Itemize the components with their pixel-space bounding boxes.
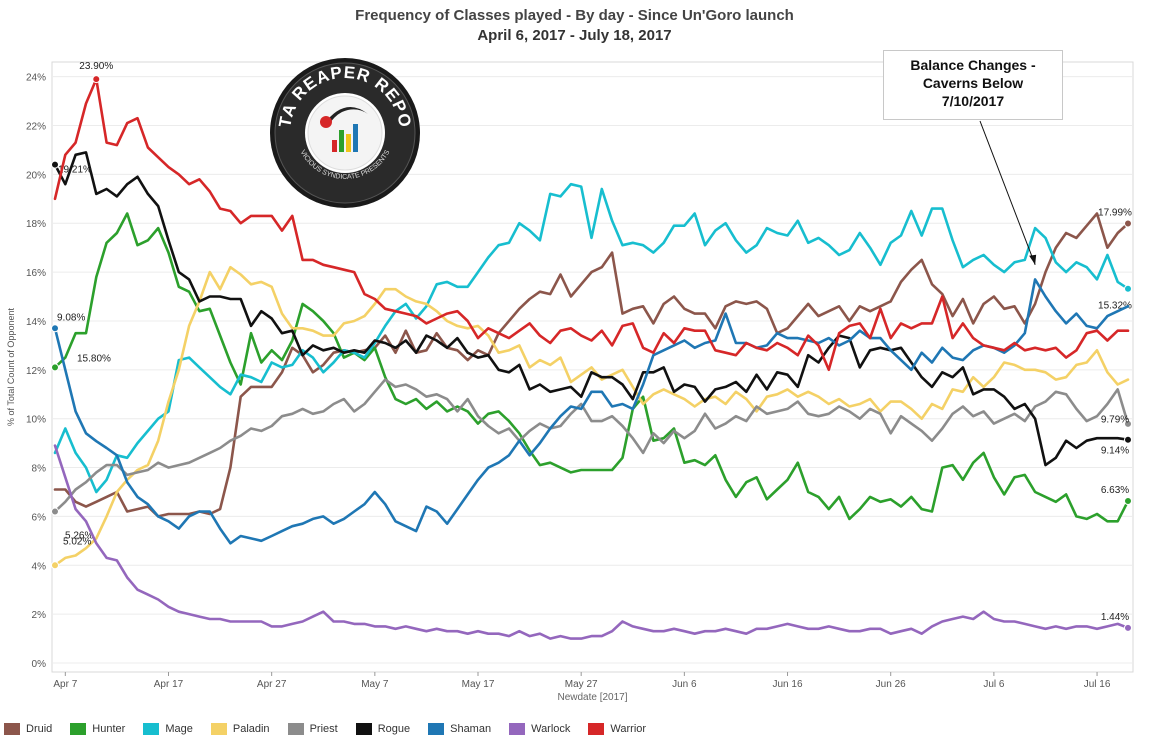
chart-subtitle: April 6, 2017 - July 18, 2017 bbox=[477, 27, 672, 44]
legend-item-priest: Priest bbox=[287, 723, 338, 735]
x-tick-label: Jul 16 bbox=[1084, 679, 1111, 690]
legend-item-hunter: Hunter bbox=[70, 723, 125, 735]
series-line-mage bbox=[53, 182, 1130, 494]
data-label-rogue: 19.21% bbox=[58, 165, 92, 176]
y-tick-label: 12% bbox=[26, 366, 46, 377]
series-line-paladin bbox=[53, 265, 1130, 567]
legend-item-warrior: Warrior bbox=[588, 723, 646, 735]
legend-swatch bbox=[509, 723, 526, 735]
legend-swatch bbox=[4, 723, 20, 735]
data-label-druid: 17.99% bbox=[1098, 207, 1132, 218]
legend-swatch bbox=[210, 723, 227, 735]
legend-item-shaman: Shaman bbox=[428, 723, 491, 735]
data-point-hunter bbox=[51, 363, 59, 372]
legend-label: Priest bbox=[309, 723, 338, 735]
y-tick-label: 10% bbox=[26, 415, 46, 426]
y-tick-label: 24% bbox=[26, 73, 46, 84]
y-tick-label: 0% bbox=[32, 659, 47, 670]
x-tick-label: Jul 6 bbox=[983, 679, 1005, 690]
data-reaper-logo: DATA REAPER REPORT VICIOUS SYNDICATE PRE… bbox=[261, 41, 422, 210]
data-point-mage bbox=[1124, 284, 1132, 293]
legend-label: Warlock bbox=[531, 723, 571, 735]
x-tick-label: Apr 17 bbox=[154, 679, 184, 690]
data-point-priest bbox=[1124, 419, 1132, 428]
legend-label: Shaman bbox=[450, 723, 492, 735]
data-point-warrior bbox=[92, 75, 101, 84]
data-label-mage: 15.32% bbox=[1098, 301, 1132, 312]
annotation-line-2: Caverns Below bbox=[922, 75, 1024, 91]
data-label-warlock: 1.44% bbox=[1101, 612, 1129, 623]
logo-seal: DATA REAPER REPORT VICIOUS SYNDICATE PRE… bbox=[261, 41, 420, 208]
data-label-warrior: 23.90% bbox=[79, 61, 113, 72]
annotation-line-3: 7/10/2017 bbox=[941, 93, 1005, 109]
series-line-priest bbox=[53, 378, 1130, 513]
x-tick-label: Jun 26 bbox=[876, 679, 906, 690]
legend-item-paladin: Paladin bbox=[210, 723, 270, 735]
x-tick-label: Apr 27 bbox=[257, 679, 287, 690]
legend-swatch bbox=[70, 723, 87, 735]
chart-title-block: Frequency of Classes played - By day - S… bbox=[0, 6, 1149, 46]
y-tick-label: 6% bbox=[32, 512, 47, 523]
chart-title: Frequency of Classes played - By day - S… bbox=[355, 7, 794, 24]
data-label-hunter: 6.63% bbox=[1101, 485, 1129, 496]
legend-label: Hunter bbox=[92, 723, 126, 735]
x-tick-label: Apr 7 bbox=[53, 679, 77, 690]
x-axis-label: Newdate [2017] bbox=[557, 692, 627, 703]
annotation-arrow-line bbox=[979, 120, 1036, 265]
data-label-hunter: 15.80% bbox=[77, 353, 111, 364]
series-line-warlock bbox=[53, 444, 1130, 640]
data-label-paladin: 5.02% bbox=[63, 536, 91, 547]
data-point-rogue bbox=[1124, 435, 1132, 444]
y-tick-label: 16% bbox=[26, 268, 46, 279]
balance-change-annotation: Balance Changes - Caverns Below 7/10/201… bbox=[883, 50, 1063, 120]
data-point-warlock bbox=[1124, 623, 1132, 632]
y-tick-label: 2% bbox=[32, 610, 47, 621]
x-tick-label: May 7 bbox=[361, 679, 389, 690]
data-point-hunter bbox=[1124, 497, 1132, 506]
legend-swatch bbox=[588, 723, 605, 735]
annotation-arrow-head bbox=[1029, 254, 1037, 265]
legend-item-mage: Mage bbox=[143, 723, 193, 735]
data-point-shaman bbox=[51, 324, 59, 333]
data-label-priest: 5.26% bbox=[65, 530, 93, 541]
data-point-rogue bbox=[51, 160, 59, 169]
y-tick-label: 22% bbox=[26, 122, 46, 133]
series-line-rogue bbox=[53, 151, 1130, 467]
y-tick-label: 20% bbox=[26, 170, 46, 181]
y-tick-label: 18% bbox=[26, 219, 46, 230]
series-line-shaman bbox=[53, 278, 1130, 545]
data-label-shaman: 9.08% bbox=[57, 312, 85, 323]
data-label-priest: 9.79% bbox=[1101, 415, 1129, 426]
y-tick-label: 4% bbox=[32, 561, 47, 572]
legend-swatch bbox=[355, 723, 372, 735]
legend-swatch bbox=[287, 723, 304, 735]
legend-label: Warrior bbox=[610, 723, 647, 735]
data-point-paladin bbox=[51, 561, 59, 570]
x-tick-label: Jun 16 bbox=[773, 679, 803, 690]
data-point-druid bbox=[1124, 219, 1132, 228]
y-tick-label: 14% bbox=[26, 317, 46, 328]
y-tick-label: 8% bbox=[32, 464, 47, 475]
annotation-line-1: Balance Changes - bbox=[910, 57, 1036, 73]
series-line-hunter bbox=[53, 212, 1130, 523]
series-line-warrior bbox=[53, 77, 1130, 372]
legend-label: Paladin bbox=[232, 723, 270, 735]
data-label-rogue: 9.14% bbox=[1101, 446, 1129, 457]
series-line-druid bbox=[53, 212, 1130, 518]
y-axis-label: % of Total Count of Opponent bbox=[6, 308, 16, 426]
chart-legend: Druid Hunter Mage Paladin Priest Rogue Shaman W… bbox=[4, 718, 664, 740]
legend-item-druid: Druid bbox=[4, 723, 52, 735]
x-tick-label: Jun 6 bbox=[672, 679, 697, 690]
data-point-priest bbox=[51, 507, 59, 516]
legend-item-warlock: Warlock bbox=[509, 723, 570, 735]
x-tick-label: May 27 bbox=[565, 679, 598, 690]
legend-item-rogue: Rogue bbox=[355, 723, 411, 735]
legend-swatch bbox=[143, 723, 160, 735]
legend-label: Rogue bbox=[377, 723, 411, 735]
legend-label: Druid bbox=[26, 723, 53, 735]
legend-swatch bbox=[428, 723, 445, 735]
legend-label: Mage bbox=[165, 723, 193, 735]
x-tick-label: May 17 bbox=[462, 679, 495, 690]
